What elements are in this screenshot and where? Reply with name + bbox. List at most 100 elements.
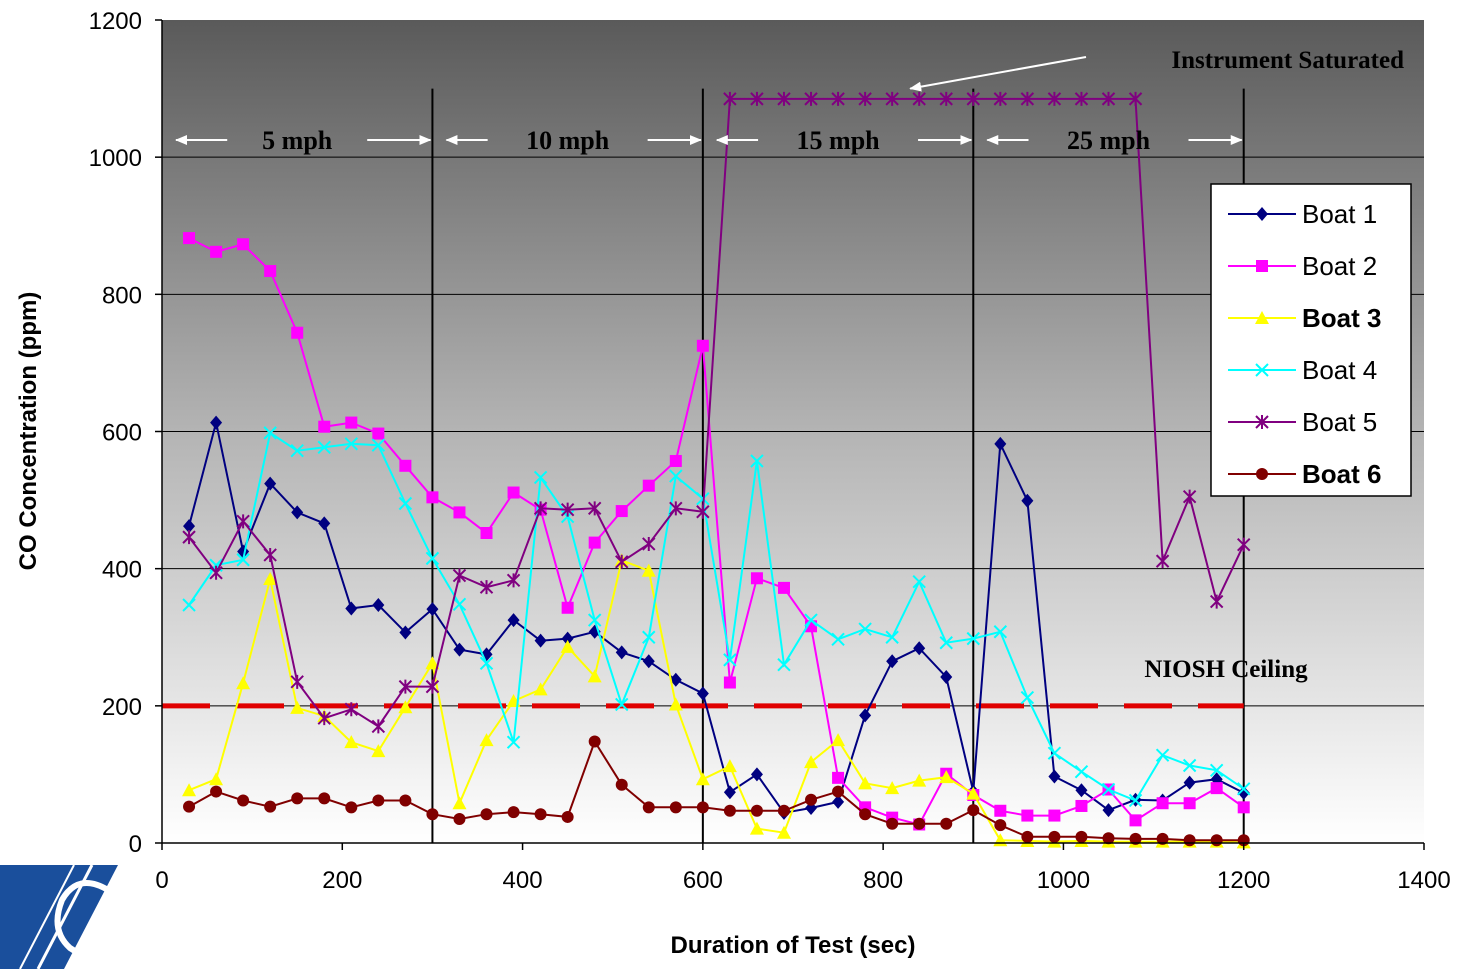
y-tick-label: 1000 xyxy=(89,145,142,172)
data-point xyxy=(507,806,520,819)
data-point xyxy=(237,794,250,807)
data-point xyxy=(1256,260,1268,272)
data-point xyxy=(480,808,493,821)
data-point xyxy=(859,708,872,723)
data-point xyxy=(183,800,196,813)
data-point xyxy=(399,459,412,472)
data-point xyxy=(561,631,574,646)
y-tick-label: 1200 xyxy=(89,8,142,35)
data-point xyxy=(967,804,980,817)
data-point xyxy=(426,491,439,504)
data-point xyxy=(1237,537,1251,552)
data-point xyxy=(587,669,602,683)
legend-item: Boat 4 xyxy=(1228,355,1377,385)
data-point xyxy=(749,821,764,835)
data-point xyxy=(994,804,1007,817)
data-point xyxy=(1156,797,1169,810)
speed-label: 5 mph xyxy=(262,126,333,155)
legend-item: Boat 2 xyxy=(1228,251,1377,281)
data-point xyxy=(318,792,331,805)
data-point xyxy=(722,759,737,773)
data-point xyxy=(1101,91,1116,106)
data-point xyxy=(696,504,710,519)
data-point xyxy=(398,700,413,714)
data-point xyxy=(345,416,358,429)
data-point xyxy=(264,476,277,491)
x-tick-label: 800 xyxy=(863,867,903,894)
data-point xyxy=(886,817,899,830)
data-point xyxy=(615,554,629,569)
legend-item: Boat 1 xyxy=(1228,199,1377,229)
data-point xyxy=(479,580,494,595)
y-axis-title: CO Concentration (ppm) xyxy=(15,292,42,571)
data-point xyxy=(398,496,413,511)
data-point xyxy=(1210,782,1223,795)
data-point xyxy=(696,801,709,814)
data-point xyxy=(1048,830,1061,843)
data-point xyxy=(182,530,196,545)
data-point xyxy=(940,817,953,830)
data-point xyxy=(1209,594,1224,609)
series-line xyxy=(188,559,1244,844)
data-point xyxy=(994,436,1007,451)
data-point xyxy=(263,547,277,562)
x-tick-label: 1000 xyxy=(1037,867,1090,894)
data-point xyxy=(1155,748,1170,762)
data-point xyxy=(452,796,467,810)
data-point xyxy=(425,679,440,694)
data-point xyxy=(345,801,358,814)
data-point xyxy=(344,702,359,717)
data-point xyxy=(371,719,386,734)
y-tick-label: 400 xyxy=(102,557,142,584)
data-point xyxy=(507,486,520,499)
data-point xyxy=(750,767,763,782)
legend-label: Boat 1 xyxy=(1302,199,1377,229)
x-tick-label: 600 xyxy=(683,867,723,894)
data-point xyxy=(480,527,493,540)
data-point xyxy=(805,793,818,806)
y-tick-labels: 0 200 400 600 800 1000 1200 xyxy=(89,8,162,858)
data-point xyxy=(263,426,277,440)
data-point xyxy=(1075,799,1088,812)
data-point xyxy=(236,514,250,529)
data-point xyxy=(750,454,764,468)
data-point xyxy=(236,676,251,690)
data-point xyxy=(291,505,304,520)
data-point xyxy=(1074,91,1089,106)
data-point xyxy=(507,613,520,628)
data-point xyxy=(723,785,736,800)
data-point xyxy=(993,91,1008,106)
data-point xyxy=(1048,769,1061,784)
data-point xyxy=(1102,803,1115,818)
data-point xyxy=(885,91,899,106)
data-point xyxy=(832,785,845,798)
data-point xyxy=(1047,746,1062,760)
data-point xyxy=(912,574,926,589)
data-point xyxy=(290,700,305,714)
data-point xyxy=(885,781,900,795)
data-point xyxy=(318,516,331,531)
y-tick-label: 800 xyxy=(102,282,142,309)
data-point xyxy=(506,735,521,749)
data-point xyxy=(1048,809,1061,822)
data-point xyxy=(1237,801,1250,814)
data-point xyxy=(1183,775,1196,790)
data-point xyxy=(777,657,791,672)
legend-label: Boat 2 xyxy=(1302,251,1377,281)
data-point xyxy=(1021,830,1034,843)
data-point xyxy=(993,625,1008,639)
data-point xyxy=(669,801,682,814)
data-point xyxy=(534,808,547,821)
annotations: 5 mph 10 mph 15 mph 25 mph Instrument Satura… xyxy=(175,47,1404,683)
data-point xyxy=(1209,763,1224,778)
data-point xyxy=(723,804,736,817)
series-line xyxy=(188,431,1245,802)
data-point xyxy=(1256,207,1268,221)
data-point xyxy=(642,479,655,492)
data-point xyxy=(479,656,494,671)
series-line xyxy=(188,237,1245,826)
data-point xyxy=(345,601,358,616)
data-point xyxy=(831,733,846,747)
data-point xyxy=(587,613,602,627)
data-point xyxy=(913,641,926,656)
